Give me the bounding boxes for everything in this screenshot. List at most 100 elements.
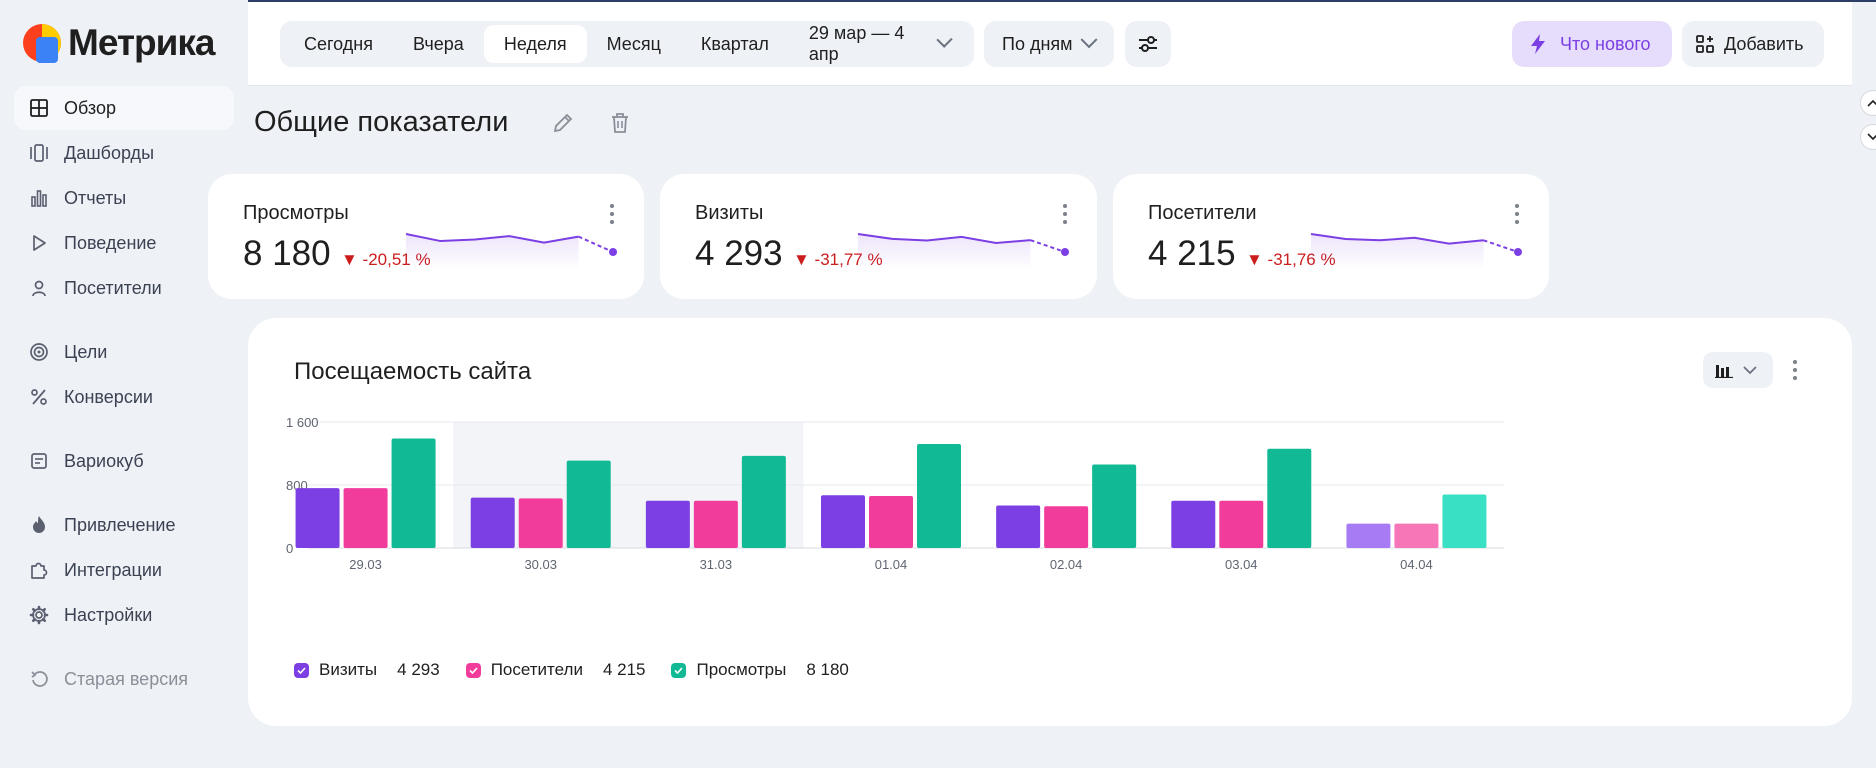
bar-Посетители[interactable] xyxy=(869,496,913,548)
metric-value: 4 293 xyxy=(695,234,783,273)
metric-label: Просмотры xyxy=(243,202,349,224)
metric-card[interactable]: Посетители 4 215 ▼ -31,76 % xyxy=(1113,174,1549,299)
sidebar-item-9[interactable]: Интеграции xyxy=(14,548,234,592)
legend-series-total: 4 293 xyxy=(397,660,440,679)
whats-new-button[interactable]: Что нового xyxy=(1512,21,1672,67)
sidebar-item-11[interactable]: Старая версия xyxy=(14,657,234,701)
sparkline-line xyxy=(1310,233,1484,245)
title-actions xyxy=(552,112,630,134)
bar-Визиты[interactable] xyxy=(821,495,865,548)
sidebar-item-label: Привлечение xyxy=(64,514,176,535)
bar-Просмотры[interactable] xyxy=(741,455,786,548)
x-tick-label: 31.03 xyxy=(700,557,733,572)
sidebar-item-8[interactable]: Привлечение xyxy=(14,503,234,547)
metric-sparkline xyxy=(405,233,617,270)
bar-Посетители[interactable] xyxy=(1219,500,1264,548)
person-icon xyxy=(28,277,50,299)
metric-menu-button[interactable] xyxy=(1063,204,1069,228)
legend-series-total: 8 180 xyxy=(806,660,849,679)
period-tab-2[interactable]: Неделя xyxy=(483,25,587,63)
legend-checkbox[interactable] xyxy=(294,662,309,678)
scroll-down-button[interactable] xyxy=(1860,124,1876,150)
date-range-dropdown[interactable]: 29 мар — 4 апр xyxy=(789,23,970,64)
bar-Посетители[interactable] xyxy=(343,488,388,548)
sparkline-line xyxy=(405,233,579,244)
legend-item[interactable]: Посетители 4 215 xyxy=(465,660,645,680)
sparkline-forecast xyxy=(1030,239,1066,253)
metric-menu-button[interactable] xyxy=(610,204,616,228)
metric-value: 4 215 xyxy=(1148,234,1236,273)
grouping-label: По дням xyxy=(1002,33,1073,54)
sidebar-item-0[interactable]: Обзор xyxy=(14,86,234,130)
add-button[interactable]: Добавить xyxy=(1682,21,1824,67)
bar-Визиты[interactable] xyxy=(470,497,515,548)
bar-Визиты[interactable] xyxy=(1346,523,1391,548)
dashboards-icon xyxy=(28,142,50,164)
chart-type-dropdown[interactable] xyxy=(1703,352,1773,388)
legend-item[interactable]: Визиты 4 293 xyxy=(294,660,440,680)
bar-Просмотры[interactable] xyxy=(566,460,611,548)
metric-menu-button[interactable] xyxy=(1515,204,1521,228)
sidebar-item-7[interactable]: Вариокуб xyxy=(14,439,234,483)
bar-Посетители[interactable] xyxy=(693,500,738,548)
sparkline-line xyxy=(857,233,1031,245)
bar-Визиты[interactable] xyxy=(1171,500,1216,548)
bar-Посетители[interactable] xyxy=(1394,523,1439,548)
period-tab-4[interactable]: Квартал xyxy=(700,33,769,54)
bar-Визиты[interactable] xyxy=(645,500,690,548)
sidebar-item-1[interactable]: Дашборды xyxy=(14,131,234,175)
grouping-dropdown[interactable]: По дням xyxy=(984,21,1114,67)
pencil-icon[interactable] xyxy=(552,112,574,134)
sidebar-item-label: Дашборды xyxy=(64,142,154,163)
sidebar-item-label: Посетители xyxy=(64,277,162,298)
sidebar-item-label: Цели xyxy=(64,341,108,362)
sidebar-item-4[interactable]: Посетители xyxy=(14,266,234,310)
bar-Посетители[interactable] xyxy=(1044,506,1089,548)
period-tab-3[interactable]: Месяц xyxy=(606,33,661,54)
chevron-down-icon xyxy=(1743,366,1757,375)
sidebar-item-2[interactable]: Отчеты xyxy=(14,176,234,220)
sidebar-item-label: Старая версия xyxy=(64,668,189,689)
undo-icon xyxy=(28,668,50,690)
logo[interactable]: Метрика xyxy=(22,22,215,64)
traffic-chart-panel: Посещаемость сайта 0 800 1 600 29.03 30.03 31… xyxy=(248,318,1852,726)
gear-icon xyxy=(28,604,50,626)
bar-Визиты[interactable] xyxy=(996,505,1041,548)
x-tick-label: 30.03 xyxy=(524,557,557,572)
trash-icon[interactable] xyxy=(610,112,630,134)
scroll-up-button[interactable] xyxy=(1860,90,1876,116)
legend-series-name: Посетители xyxy=(490,660,583,679)
x-tick-label: 04.04 xyxy=(1400,557,1433,572)
chart-menu-button[interactable] xyxy=(1793,360,1799,384)
bar-Просмотры[interactable] xyxy=(917,444,961,548)
period-tab-1[interactable]: Вчера xyxy=(413,33,464,54)
y-tick-label: 0 xyxy=(286,541,293,556)
period-tab-0[interactable]: Сегодня xyxy=(304,33,373,54)
legend-checkbox[interactable] xyxy=(671,662,687,678)
metric-card[interactable]: Просмотры 8 180 ▼ -20,51 % xyxy=(208,174,644,299)
window-top-border xyxy=(0,0,1876,2)
play-icon xyxy=(28,232,50,254)
sidebar-item-label: Настройки xyxy=(64,604,153,625)
bar-Просмотры[interactable] xyxy=(1442,494,1487,548)
bar-Визиты[interactable] xyxy=(295,488,340,548)
page-title: Общие показатели xyxy=(254,106,509,138)
legend-item[interactable]: Просмотры 8 180 xyxy=(671,660,849,680)
chart-title: Посещаемость сайта xyxy=(294,358,532,385)
bar-Просмотры[interactable] xyxy=(391,438,436,548)
bar-Посетители[interactable] xyxy=(518,498,563,548)
sparkline-last-point xyxy=(1514,248,1522,256)
sidebar-item-5[interactable]: Цели xyxy=(14,330,234,374)
legend-checkbox[interactable] xyxy=(465,662,481,678)
sidebar-item-3[interactable]: Поведение xyxy=(14,221,234,265)
metric-label: Визиты xyxy=(695,202,764,224)
metric-card[interactable]: Визиты 4 293 ▼ -31,77 % xyxy=(660,174,1097,299)
bar-Просмотры[interactable] xyxy=(1267,448,1312,548)
sidebar-item-10[interactable]: Настройки xyxy=(14,593,234,637)
whats-new-label: Что нового xyxy=(1560,33,1651,54)
sidebar-item-6[interactable]: Конверсии xyxy=(14,375,234,419)
bar-Просмотры[interactable] xyxy=(1092,464,1137,548)
target-icon xyxy=(28,341,50,363)
filters-button[interactable] xyxy=(1125,21,1171,67)
